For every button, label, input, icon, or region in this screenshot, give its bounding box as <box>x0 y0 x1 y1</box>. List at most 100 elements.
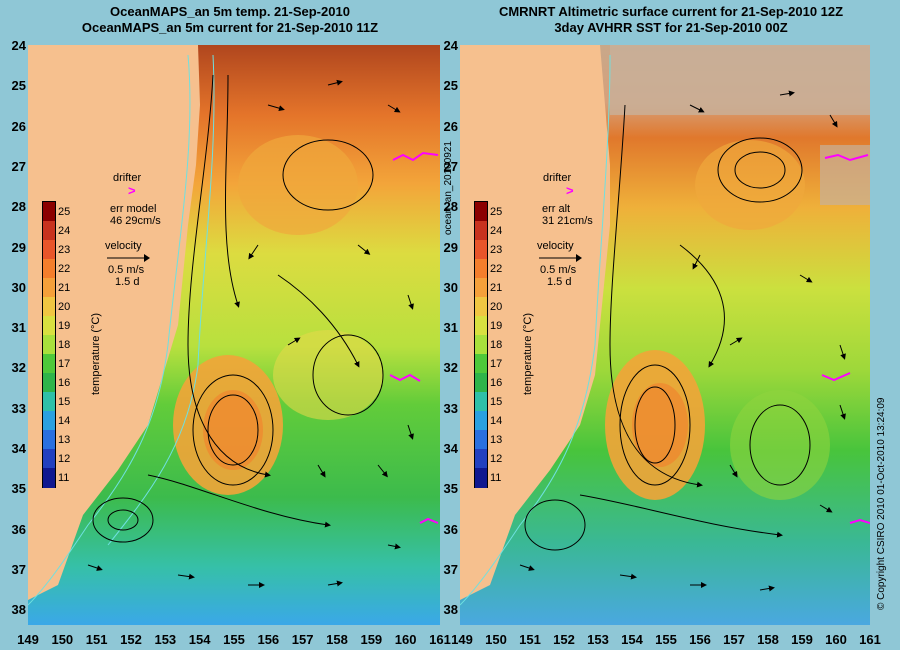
colorbar-tick-label: 24 <box>490 224 503 237</box>
lon-label: 149 <box>17 632 39 647</box>
side-label-right: © Copyright CSIRO 2010 01-Oct-2010 13:24… <box>876 397 887 611</box>
right-velocity-days: 1.5 d <box>547 276 572 288</box>
side-label-mid: ocean_an_20100921 <box>443 141 454 235</box>
colorbar-segment <box>475 468 487 488</box>
colorbar-segment <box>475 297 487 317</box>
lon-label: 155 <box>655 632 677 647</box>
right-map <box>460 45 870 625</box>
lat-label: 35 <box>443 481 458 497</box>
lon-label: 160 <box>394 632 417 647</box>
colorbar-tick-label: 20 <box>58 300 71 313</box>
lat-label: 28 <box>443 199 458 215</box>
colorbar-segment <box>43 240 55 260</box>
colorbar-segment <box>43 297 55 317</box>
colorbar-segment <box>43 373 55 393</box>
lon-label: 150 <box>485 632 507 647</box>
colorbar-segment <box>475 278 487 298</box>
colorbar-tick-label: 23 <box>58 243 71 256</box>
lat-label: 32 <box>11 360 26 376</box>
lon-label: 155 <box>223 632 245 647</box>
lon-label: 152 <box>120 632 142 647</box>
right-title-line2: 3day AVHRR SST for 21-Sep-2010 00Z <box>554 20 788 35</box>
lat-label: 24 <box>11 38 26 53</box>
colorbar-tick-label: 12 <box>490 452 503 465</box>
colorbar-tick-label: 17 <box>490 357 503 370</box>
colorbar-tick-label: 14 <box>490 414 503 427</box>
colorbar-segment <box>475 373 487 393</box>
lon-label: 151 <box>85 632 108 647</box>
left-colorbar-label: temperature (°C) <box>90 312 102 395</box>
lat-label: 38 <box>443 602 458 618</box>
colorbar-segment <box>43 259 55 279</box>
lat-label: 26 <box>11 118 26 134</box>
colorbar-tick-label: 21 <box>490 281 503 294</box>
lon-label: 150 <box>51 632 74 647</box>
colorbar-segment <box>43 354 55 374</box>
lon-label: 149 <box>451 632 473 647</box>
right-velocity-label: velocity <box>537 240 574 252</box>
colorbar-tick-label: 18 <box>58 338 71 351</box>
lat-label: 27 <box>443 158 458 174</box>
left-map <box>28 45 440 625</box>
right-title: CMRNRT Altimetric surface current for 21… <box>442 4 900 36</box>
colorbar-tick-label: 19 <box>58 319 71 332</box>
lat-label: 32 <box>443 360 458 376</box>
colorbar-tick-label: 25 <box>58 205 71 218</box>
right-velocity-arrow-icon <box>539 254 582 262</box>
lat-label: 26 <box>443 118 458 134</box>
lon-label: 161 <box>429 632 451 647</box>
colorbar-tick-label: 16 <box>58 376 71 389</box>
lon-label: 159 <box>791 632 813 647</box>
left-colorbar <box>42 201 56 488</box>
lat-label: 33 <box>11 400 26 416</box>
left-colorbar-ticks: 25 24 23 22 21 20 19 18 17 16 15 14 13 12 11 <box>58 202 88 487</box>
left-title-line2: OceanMAPS_an 5m current for 21-Sep-2010 … <box>81 20 379 35</box>
lon-label: 153 <box>154 632 177 647</box>
colorbar-tick-label: 21 <box>58 281 71 294</box>
right-title-line1: CMRNRT Altimetric surface current for 21… <box>498 4 844 19</box>
colorbar-tick-label: 11 <box>490 471 502 484</box>
colorbar-tick-label: 19 <box>490 319 503 332</box>
lat-label: 31 <box>443 320 458 336</box>
lat-label: 34 <box>443 441 458 456</box>
lon-label: 161 <box>859 632 881 647</box>
lon-label: 157 <box>723 632 745 647</box>
right-colorbar-ticks: 25 24 23 22 21 20 19 18 17 16 15 14 13 12 11 <box>490 202 520 487</box>
lat-label: 36 <box>443 521 458 537</box>
colorbar-segment <box>43 221 55 241</box>
colorbar-tick-label: 15 <box>58 395 71 408</box>
colorbar-segment <box>43 392 55 412</box>
right-velocity-scale: 0.5 m/s <box>540 264 577 276</box>
right-map-canvas <box>460 45 870 625</box>
colorbar-segment <box>475 354 487 374</box>
lat-label: 36 <box>11 521 26 537</box>
lat-label: 29 <box>443 239 458 255</box>
colorbar-segment <box>43 316 55 336</box>
colorbar-segment <box>43 278 55 298</box>
colorbar-segment <box>475 335 487 355</box>
lat-label: 37 <box>443 561 458 577</box>
lon-label: 159 <box>360 632 383 647</box>
lon-label: 153 <box>587 632 609 647</box>
lat-label: 28 <box>11 199 26 215</box>
right-err-value: 31 21cm/s <box>542 215 593 227</box>
lat-label: 37 <box>11 561 26 577</box>
colorbar-segment <box>43 335 55 355</box>
lon-label: 152 <box>553 632 575 647</box>
colorbar-tick-label: 12 <box>58 452 71 465</box>
right-colorbar <box>474 201 488 488</box>
lat-label: 35 <box>11 481 26 497</box>
lat-label: 27 <box>11 158 26 174</box>
colorbar-segment <box>475 430 487 450</box>
lon-label: 156 <box>257 632 280 647</box>
colorbar-tick-label: 13 <box>490 433 503 446</box>
colorbar-tick-label: 24 <box>58 224 71 237</box>
lon-label: 158 <box>326 632 348 647</box>
left-err-value: 46 29cm/s <box>110 215 161 227</box>
left-map-canvas <box>28 45 440 625</box>
colorbar-tick-label: 13 <box>58 433 71 446</box>
lat-label: 24 <box>443 38 458 53</box>
left-velocity-scale: 0.5 m/s <box>108 264 145 276</box>
colorbar-segment <box>475 316 487 336</box>
lon-label: 160 <box>825 632 847 647</box>
